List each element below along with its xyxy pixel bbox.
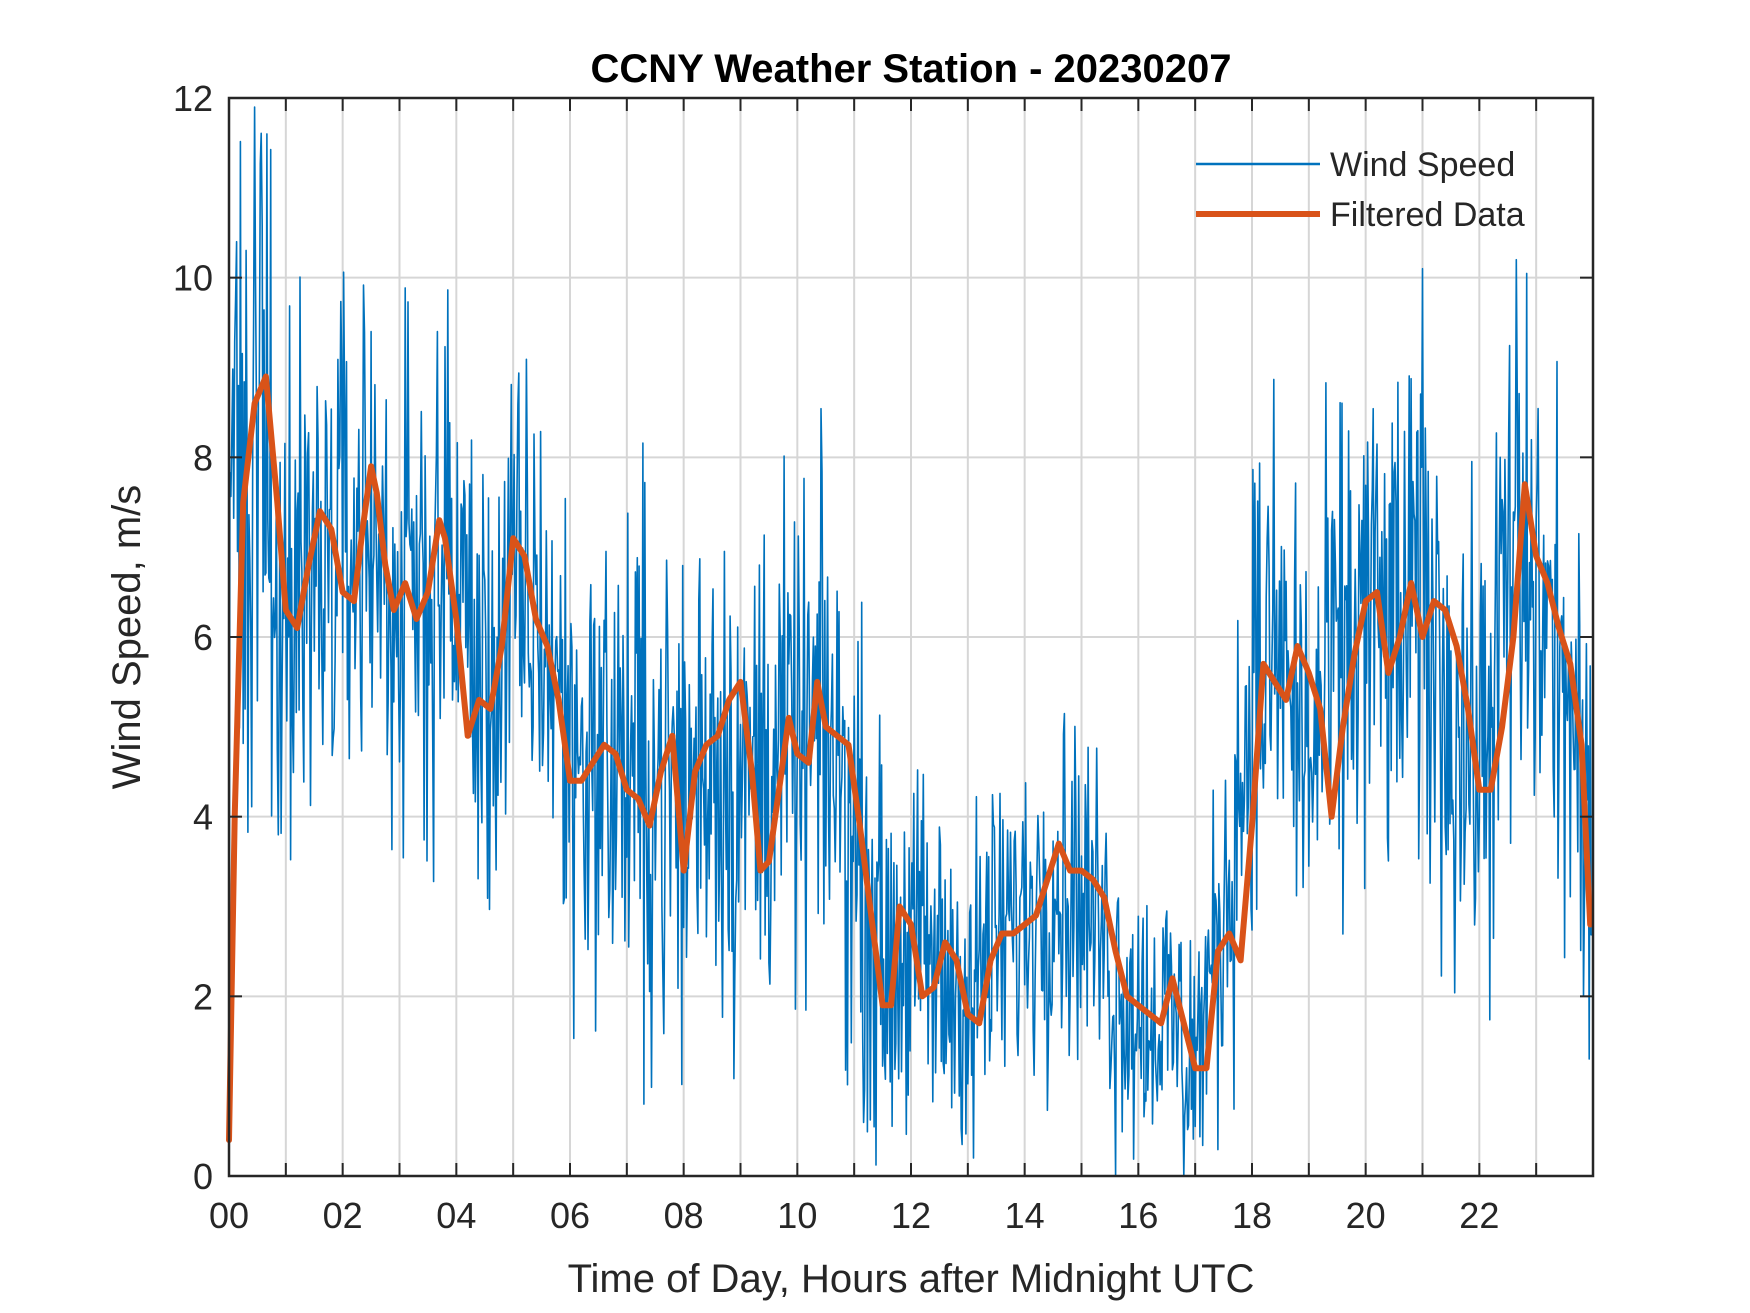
series-wind-speed — [228, 106, 1593, 1177]
legend: Wind Speed Filtered Data — [1196, 146, 1525, 234]
chart-title: CCNY Weather Station - 20230207 — [591, 47, 1232, 91]
x-tick-label: 10 — [777, 1195, 817, 1236]
legend-label-wind-speed: Wind Speed — [1330, 146, 1515, 184]
y-tick-label: 12 — [173, 78, 213, 119]
y-tick-label: 2 — [193, 976, 213, 1017]
y-tick-label: 4 — [193, 797, 213, 838]
wind-speed-line — [228, 106, 1593, 1177]
y-axis-label: Wind Speed, m/s — [105, 485, 149, 790]
x-tick-label: 20 — [1346, 1195, 1386, 1236]
y-tick-label: 0 — [193, 1156, 213, 1197]
series-filtered-data — [226, 373, 1594, 1144]
axes-box — [227, 96, 1595, 1178]
x-axis-label: Time of Day, Hours after Midnight UTC — [568, 1257, 1255, 1301]
x-tick-label: 18 — [1232, 1195, 1272, 1236]
x-tick-label: 08 — [664, 1195, 704, 1236]
y-tick-label: 8 — [193, 437, 213, 478]
filtered-data-line — [226, 373, 1594, 1144]
x-tick-label: 04 — [436, 1195, 476, 1236]
x-tick-label: 14 — [1005, 1195, 1045, 1236]
y-tick-label: 6 — [193, 617, 213, 658]
x-tick-label: 02 — [323, 1195, 363, 1236]
x-tick-label: 22 — [1459, 1195, 1499, 1236]
legend-label-filtered-data: Filtered Data — [1330, 196, 1525, 234]
y-tick-label: 10 — [173, 258, 213, 299]
x-tick-label: 00 — [209, 1195, 249, 1236]
x-tick-label: 06 — [550, 1195, 590, 1236]
x-tick-label: 12 — [891, 1195, 931, 1236]
x-tick-label: 16 — [1118, 1195, 1158, 1236]
